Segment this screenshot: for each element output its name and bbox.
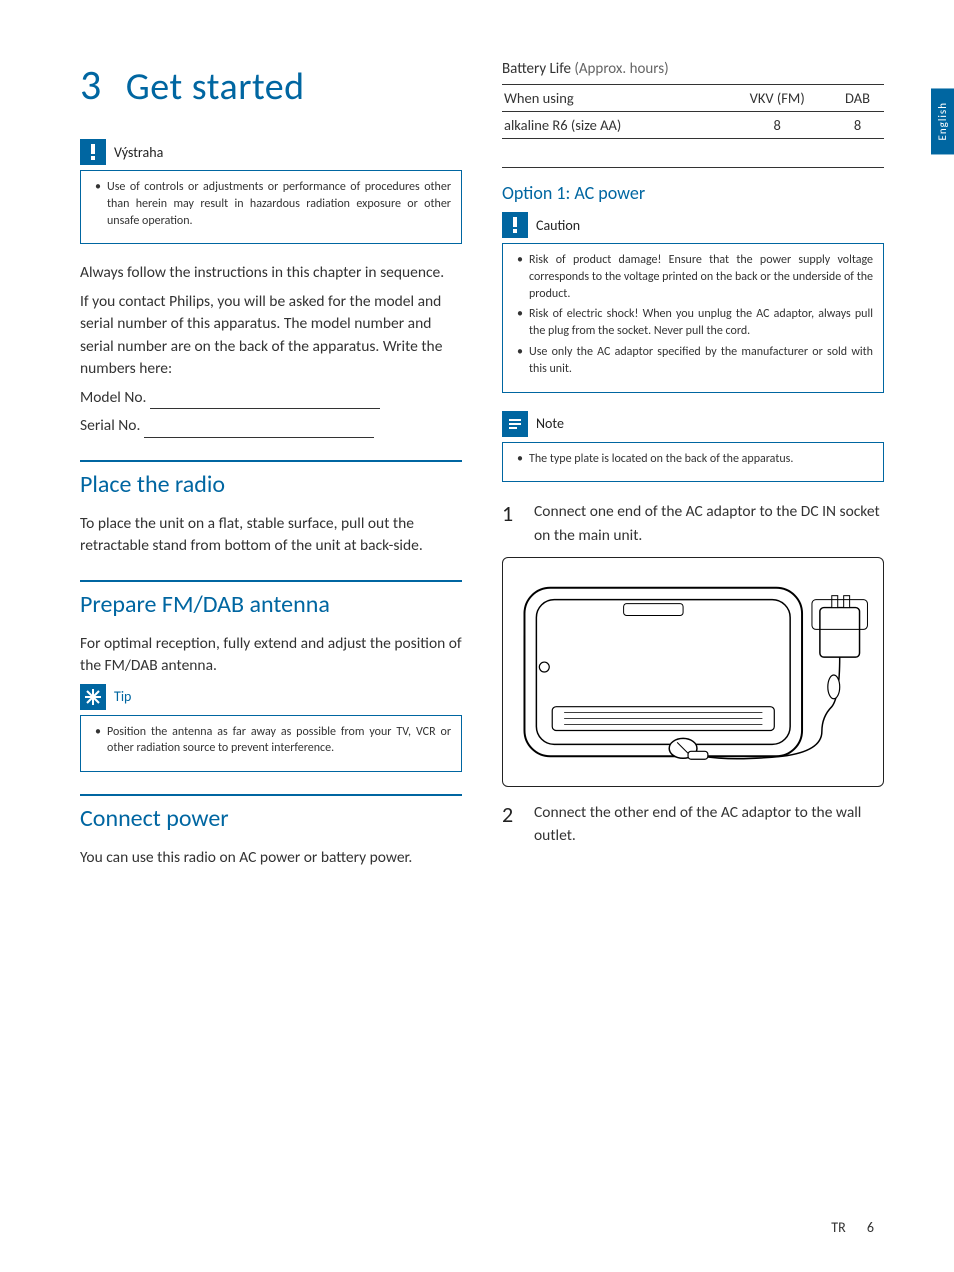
caution-callout: Caution Risk of product damage! Ensure t…	[502, 212, 884, 393]
connect-heading: Connect power	[80, 804, 462, 833]
step-text: Connect one end of the AC adaptor to the…	[534, 500, 884, 547]
step-text: Connect the other end of the AC adaptor …	[534, 801, 884, 848]
section-rule	[80, 460, 462, 462]
table-header: When using	[502, 85, 723, 112]
tip-item: Position the antenna as far away as poss…	[95, 724, 451, 758]
table-cell: alkaline R6 (size AA)	[502, 112, 723, 139]
place-heading: Place the radio	[80, 470, 462, 499]
warning-title: Výstraha	[114, 140, 163, 165]
tip-icon	[80, 684, 106, 710]
chapter-title-text: Get started	[126, 64, 305, 110]
page-content: 3 Get started Výstraha Use of controls or…	[0, 0, 954, 916]
section-rule	[80, 580, 462, 582]
step-number: 1	[502, 500, 520, 547]
antenna-body: For optimal reception, fully extend and …	[80, 633, 462, 678]
caution-item: Risk of electric shock! When you unplug …	[517, 306, 873, 340]
table-cell: 8	[831, 112, 884, 139]
footer-page: 6	[867, 1219, 874, 1236]
intro-p2: If you contact Philips, you will be aske…	[80, 291, 462, 381]
chapter-title: 3 Get started	[80, 60, 462, 111]
footer-code: TR	[831, 1219, 845, 1236]
right-column: Battery Life (Approx. hours) When using …	[502, 60, 884, 876]
thin-rule	[502, 167, 884, 168]
note-title: Note	[536, 411, 564, 436]
table-header: DAB	[831, 85, 884, 112]
antenna-heading: Prepare FM/DAB antenna	[80, 590, 462, 619]
intro-p1: Always follow the instructions in this c…	[80, 262, 462, 284]
step-1: 1 Connect one end of the AC adaptor to t…	[502, 500, 884, 547]
option1-heading: Option 1: AC power	[502, 182, 884, 204]
connect-body: You can use this radio on AC power or ba…	[80, 847, 462, 869]
model-line: Model No.	[80, 387, 462, 409]
table-cell: 8	[723, 112, 831, 139]
language-tab: English	[931, 88, 954, 154]
step-2: 2 Connect the other end of the AC adapto…	[502, 801, 884, 848]
battery-caption: Battery Life (Approx. hours)	[502, 60, 884, 78]
battery-table: When using VKV (FM) DAB alkaline R6 (siz…	[502, 84, 884, 139]
page-footer: TR 6	[831, 1219, 874, 1236]
dc-in-illustration	[502, 557, 884, 787]
caution-icon	[502, 212, 528, 238]
section-rule	[80, 794, 462, 796]
left-column: 3 Get started Výstraha Use of controls or…	[80, 60, 462, 876]
caution-title: Caution	[536, 213, 580, 238]
warning-item: Use of controls or adjustments or perfor…	[95, 179, 451, 229]
caution-item: Use only the AC adaptor specified by the…	[517, 344, 873, 378]
serial-line: Serial No.	[80, 415, 462, 437]
chapter-number: 3	[80, 60, 102, 111]
tip-callout: Tip Position the antenna as far away as …	[80, 684, 462, 773]
note-icon	[502, 411, 528, 437]
warning-icon	[80, 139, 106, 165]
table-header: VKV (FM)	[723, 85, 831, 112]
place-body: To place the unit on a flat, stable surf…	[80, 513, 462, 558]
warning-callout: Výstraha Use of controls or adjustments …	[80, 139, 462, 244]
note-item: The type plate is located on the back of…	[517, 451, 873, 468]
note-callout: Note The type plate is located on the ba…	[502, 411, 884, 483]
caution-item: Risk of product damage! Ensure that the …	[517, 252, 873, 302]
tip-title: Tip	[114, 684, 131, 709]
step-number: 2	[502, 801, 520, 848]
